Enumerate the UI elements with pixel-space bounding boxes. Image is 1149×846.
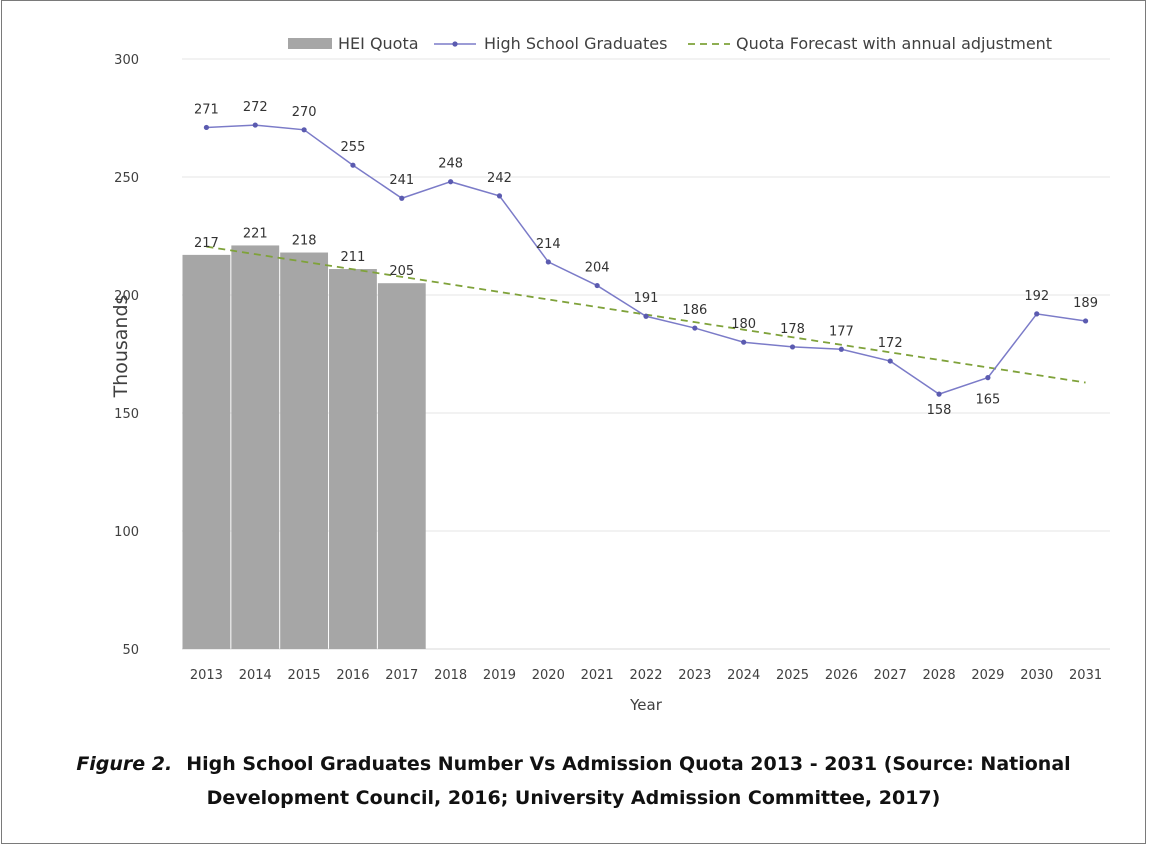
point-2017 [399, 195, 405, 201]
data-label-graduates-2019: 242 [487, 171, 512, 186]
data-label-graduates-2027: 172 [878, 336, 903, 351]
point-2021 [594, 282, 600, 289]
x-tick-label-2028: 2028 [923, 668, 956, 683]
bar-2014 [231, 245, 280, 649]
point-2025 [789, 344, 796, 350]
data-label-quota-2013: 217 [194, 236, 219, 251]
data-label-graduates-2025: 178 [780, 322, 805, 337]
point-2029 [985, 375, 991, 381]
y-tick-label-100: 100 [114, 525, 139, 540]
x-tick-label-2014: 2014 [239, 668, 272, 683]
point-2023 [692, 325, 698, 331]
data-label-quota-2014: 221 [243, 226, 268, 241]
bar-2015 [280, 252, 329, 649]
x-tick-label-2031: 2031 [1069, 668, 1102, 683]
data-label-graduates-2016: 255 [341, 140, 366, 155]
data-label-quota-2015: 218 [292, 234, 317, 249]
data-label-graduates-2023: 186 [682, 303, 707, 318]
point-2031 [1082, 318, 1089, 324]
x-axis-title: Year [629, 696, 663, 714]
legend-swatch-hei-quota [288, 38, 332, 49]
data-label-quota-2017: 205 [389, 264, 414, 279]
point-2014 [252, 122, 258, 128]
x-tick-label-2030: 2030 [1020, 668, 1053, 683]
data-label-graduates-2018: 248 [438, 157, 463, 172]
x-tick-label-2015: 2015 [288, 668, 321, 683]
data-label-graduates-2014: 272 [243, 100, 268, 115]
bar-2016 [329, 269, 377, 649]
x-tick-label-2027: 2027 [874, 668, 907, 683]
point-2020 [545, 259, 551, 265]
caption-text: High School Graduates Number Vs Admissio… [186, 753, 1071, 809]
chart: 50 100 150 200 250 300 2013 2014 2015 2016 2017 201… [110, 34, 1110, 714]
data-label-graduates-2026: 177 [829, 324, 854, 339]
data-label-graduates-2017: 241 [389, 173, 414, 188]
x-tick-label-2022: 2022 [629, 668, 662, 683]
x-tick-label-2018: 2018 [434, 668, 467, 683]
x-tick-label-2025: 2025 [776, 668, 809, 683]
data-label-graduates-2015: 270 [292, 105, 317, 120]
y-tick-label-50: 50 [122, 643, 139, 658]
point-2024 [741, 339, 747, 345]
x-tick-label-2024: 2024 [727, 668, 760, 683]
x-tick-label-2026: 2026 [825, 668, 858, 683]
point-2016 [350, 162, 356, 168]
point-2028 [936, 391, 942, 397]
legend-label-quota-forecast-with-annual-adjustment: Quota Forecast with annual adjustment [736, 34, 1052, 53]
data-label-graduates-2029: 165 [975, 393, 1000, 408]
data-label-graduates-2013: 271 [194, 102, 219, 117]
data-label-graduates-2020: 214 [536, 237, 561, 252]
point-2030 [1034, 311, 1040, 317]
x-tick-label-2020: 2020 [532, 668, 565, 683]
x-tick-label-2029: 2029 [971, 668, 1004, 683]
x-tick-label-2023: 2023 [678, 668, 711, 683]
y-tick-label-300: 300 [114, 53, 139, 68]
point-2022 [643, 313, 649, 319]
data-label-quota-2016: 211 [341, 250, 366, 265]
legend-label-high-school-graduates: High School Graduates [484, 34, 667, 53]
x-tick-label-2013: 2013 [190, 668, 223, 683]
y-tick-label-150: 150 [114, 407, 139, 422]
y-tick-label-200: 200 [114, 289, 139, 304]
data-label-graduates-2030: 192 [1024, 289, 1049, 304]
figure-caption: Figure 2. High School Graduates Number Vs… [42, 747, 1105, 815]
x-tick-label-2016: 2016 [336, 668, 369, 683]
data-label-graduates-2022: 191 [634, 291, 659, 306]
data-label-graduates-2031: 189 [1073, 296, 1098, 311]
y-tick-label-250: 250 [114, 171, 139, 186]
point-2026 [838, 346, 844, 352]
x-tick-label-2017: 2017 [385, 668, 418, 683]
data-label-graduates-2024: 180 [731, 317, 756, 332]
bar-2017 [377, 283, 426, 649]
point-2027 [887, 358, 893, 364]
figure-label: Figure 2. [76, 753, 173, 775]
point-2015 [301, 127, 307, 133]
y-axis-title: Thousands [110, 295, 132, 399]
data-label-graduates-2028: 158 [927, 403, 952, 418]
legend-marker-high-school-graduates [452, 41, 458, 47]
legend-label-hei-quota: HEI Quota [338, 34, 419, 53]
point-2019 [496, 193, 503, 199]
x-tick-label-2019: 2019 [483, 668, 516, 683]
data-label-graduates-2021: 204 [585, 261, 610, 276]
bar-2013 [182, 254, 231, 649]
point-2018 [448, 179, 454, 185]
point-2013 [203, 124, 210, 131]
x-tick-label-2021: 2021 [581, 668, 614, 683]
